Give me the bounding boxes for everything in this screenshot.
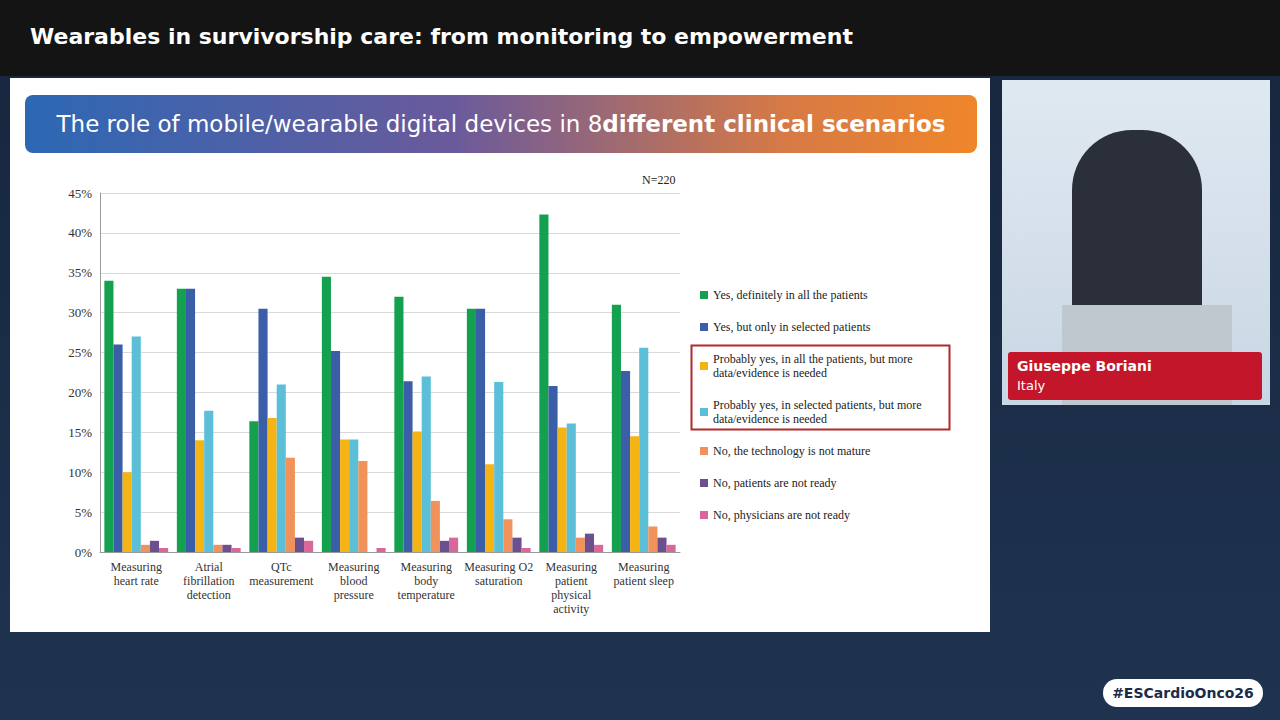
svg-text:data/evidence is needed: data/evidence is needed <box>713 366 827 380</box>
svg-text:fibrillation: fibrillation <box>183 574 234 588</box>
svg-text:20%: 20% <box>68 385 92 400</box>
html-text:Wearables in survivorship care: Wearables in survivorship care: from mon… <box>30 24 853 49</box>
svg-text:blood: blood <box>340 574 367 588</box>
svg-text:patient sleep: patient sleep <box>614 574 674 588</box>
svg-text:pressure: pressure <box>334 588 374 602</box>
svg-text:No, physicians are not ready: No, physicians are not ready <box>713 508 850 522</box>
svg-text:heart rate: heart rate <box>114 574 159 588</box>
svg-text:Probably yes, in all the patie: Probably yes, in all the patients, but m… <box>713 352 913 366</box>
svg-text:QTc: QTc <box>271 560 291 574</box>
svg-text:Measuring: Measuring <box>401 560 452 574</box>
svg-text:physical: physical <box>551 588 592 602</box>
svg-text:data/evidence is needed: data/evidence is needed <box>713 412 827 426</box>
svg-text:Measuring: Measuring <box>111 560 162 574</box>
svg-text:0%: 0% <box>75 545 93 560</box>
svg-text:Measuring: Measuring <box>618 560 669 574</box>
svg-text:Measuring O2: Measuring O2 <box>464 560 533 574</box>
svg-text:temperature: temperature <box>398 588 455 602</box>
html-text:Italy: Italy <box>1017 378 1046 393</box>
html-text:#ESCardioOnco26: #ESCardioOnco26 <box>1112 685 1254 701</box>
svg-text:body: body <box>414 574 438 588</box>
svg-text:Atrial: Atrial <box>195 560 224 574</box>
svg-text:No, patients are not ready: No, patients are not ready <box>713 476 837 490</box>
svg-text:patient: patient <box>555 574 588 588</box>
svg-text:No, the technology is not matu: No, the technology is not mature <box>713 444 870 458</box>
svg-text:detection: detection <box>187 588 231 602</box>
svg-text:Yes, definitely in all the pat: Yes, definitely in all the patients <box>713 288 868 302</box>
svg-text:Measuring: Measuring <box>546 560 597 574</box>
svg-text:Yes, but only in selected pati: Yes, but only in selected patients <box>713 320 871 334</box>
svg-text:N=220: N=220 <box>642 173 675 187</box>
html-text:The role of mobile/wearable di: The role of mobile/wearable digital devi… <box>56 111 946 137</box>
svg-text:Measuring: Measuring <box>328 560 379 574</box>
svg-text:45%: 45% <box>68 186 92 201</box>
svg-text:10%: 10% <box>68 465 92 480</box>
svg-text:30%: 30% <box>68 305 92 320</box>
svg-text:5%: 5% <box>75 505 93 520</box>
svg-text:40%: 40% <box>68 225 92 240</box>
svg-text:35%: 35% <box>68 265 92 280</box>
svg-text:measurement: measurement <box>249 574 314 588</box>
svg-text:15%: 15% <box>68 425 92 440</box>
svg-text:25%: 25% <box>68 345 92 360</box>
html-text:Giuseppe Boriani: Giuseppe Boriani <box>1017 358 1152 374</box>
svg-text:activity: activity <box>553 602 589 616</box>
svg-text:saturation: saturation <box>475 574 522 588</box>
svg-text:Probably yes, in selected pati: Probably yes, in selected patients, but … <box>713 398 922 412</box>
